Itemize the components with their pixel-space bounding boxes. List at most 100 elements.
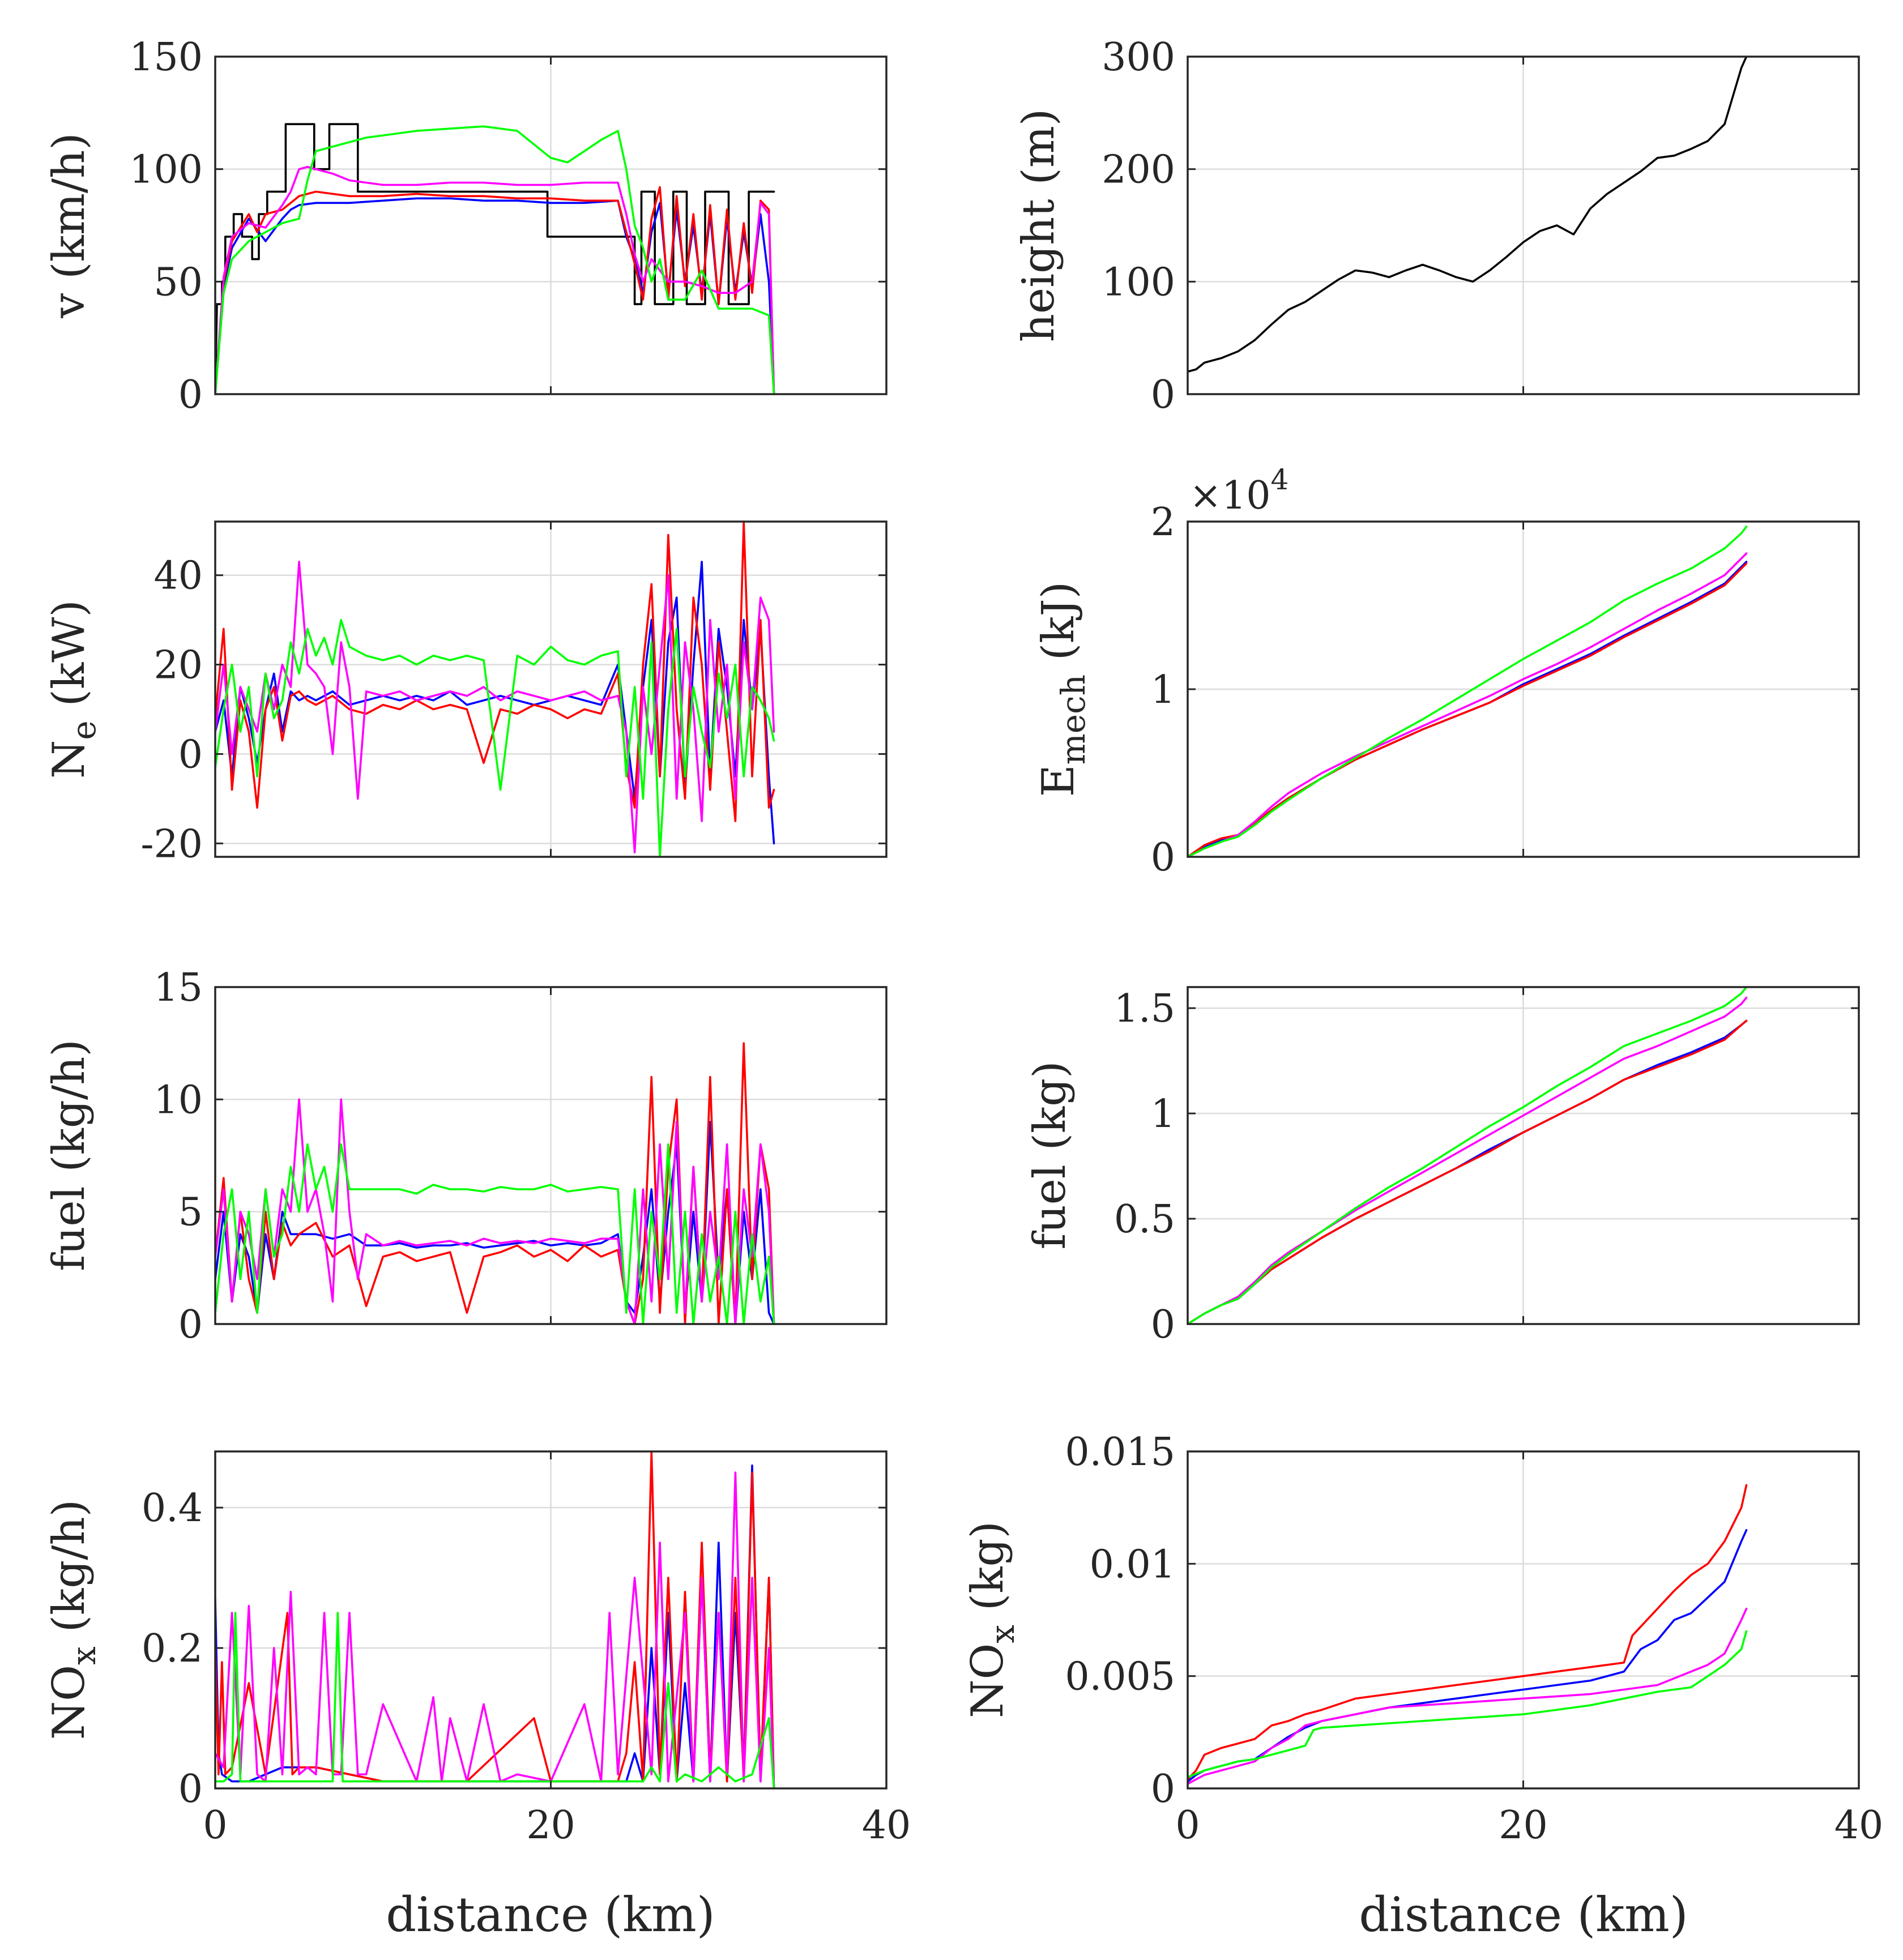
panel-fuelrate: fuel (kg/h) 0 5 10 15: [44, 966, 888, 1347]
panel-height: height (m) 0 100 200 300: [1013, 35, 1860, 417]
series-magenta-line: [1188, 996, 1748, 1325]
series-height-line: [1188, 55, 1748, 373]
series-blue-line: [215, 1121, 775, 1325]
ytick-label: 1: [1151, 1092, 1175, 1137]
ytick-label: 0: [1151, 835, 1175, 880]
ytick-label: 2: [1151, 500, 1175, 545]
panel-emech: Emech (kJ) ×104 0 1 2: [1033, 463, 1860, 880]
ylabel-emech: Emech (kJ): [1033, 582, 1093, 797]
emech-exponent: ×104: [1189, 463, 1288, 518]
ytick-label: 0: [178, 732, 203, 777]
ytick-label: 0.01: [1090, 1542, 1175, 1587]
series-green-line: [1188, 526, 1748, 858]
ylabel-emech-rest: (kJ): [1033, 582, 1084, 674]
series-group: [1188, 526, 1748, 858]
ytick-label: 0.5: [1114, 1197, 1175, 1242]
panel-speed: v (km/h) 0 50 100 150: [44, 35, 888, 417]
emech-exponent-sup: 4: [1271, 463, 1289, 496]
ytick-label: 0.015: [1065, 1430, 1175, 1475]
ytick-label: 0.2: [142, 1626, 203, 1671]
ytick-label: 300: [1102, 35, 1175, 80]
ytick-label: 20: [153, 643, 203, 688]
ylabel-emech-main: E: [1033, 765, 1084, 797]
series-green-line: [1188, 1630, 1748, 1778]
series-group: [1188, 55, 1748, 373]
ytick-label: 0: [1151, 373, 1175, 417]
ytick-label: 0: [178, 1303, 203, 1347]
series-red-line: [215, 520, 775, 822]
ylabel-emech-sub: mech: [1054, 674, 1093, 765]
series-magenta-line: [1188, 552, 1748, 858]
ylabel-noxrate: NOx (kg/h): [44, 1500, 103, 1740]
xtick-label: 0: [203, 1803, 227, 1848]
ytick-label: 150: [129, 35, 203, 80]
series-red-line: [1188, 1484, 1748, 1780]
ytick-label: 15: [153, 966, 203, 1010]
ytick-label: 200: [1102, 148, 1175, 193]
ylabel-noxrate-main: NO: [44, 1665, 95, 1740]
series-magenta-line: [215, 165, 775, 395]
ylabel-noxrate-rest: (kg/h): [44, 1500, 95, 1646]
ylabel-power-main: N: [44, 740, 95, 779]
series-group: [215, 520, 775, 858]
ytick-label: 0: [178, 373, 203, 417]
ylabel-noxcum-rest: (kg): [962, 1521, 1013, 1625]
ytick-label: 5: [178, 1190, 203, 1235]
xlabel-right: distance (km): [1359, 1887, 1688, 1942]
ylabel-noxcum: NOx (kg): [962, 1521, 1022, 1718]
series-group: [215, 123, 775, 395]
emech-exponent-base: ×10: [1189, 473, 1271, 518]
ytick-label: 10: [153, 1078, 203, 1122]
ytick-label: 50: [153, 260, 203, 305]
ytick-label: 1: [1151, 668, 1175, 712]
panel-power: Ne (kW) -20 0 20 40: [44, 520, 888, 866]
ytick-label: 0.4: [142, 1486, 203, 1531]
series-group: [1188, 986, 1748, 1325]
xlabel-left: distance (km): [386, 1887, 715, 1942]
series-magenta-line: [1188, 1607, 1748, 1785]
series-magenta-line: [215, 1098, 775, 1325]
ytick-label: 0: [178, 1767, 203, 1812]
ytick-label: 0.005: [1065, 1655, 1175, 1699]
series-blue-line: [215, 561, 775, 845]
series-group: [215, 1042, 775, 1325]
ytick-label: 1.5: [1114, 987, 1175, 1031]
ylabel-power: Ne (kW): [44, 600, 103, 779]
series-red-line: [215, 186, 775, 395]
ylabel-noxcum-main: NO: [962, 1643, 1013, 1718]
xtick-label: 20: [1499, 1803, 1548, 1848]
ytick-label: 0: [1151, 1767, 1175, 1812]
panel-noxcum: NOx (kg) distance (km) 0 0.005 0.01 0.015 0 2…: [962, 1430, 1883, 1942]
series-group: [215, 1450, 775, 1790]
ylabel-fuelrate: fuel (kg/h): [44, 1039, 95, 1271]
ytick-label: 40: [153, 554, 203, 599]
ylabel-noxrate-sub: x: [65, 1646, 103, 1665]
series-green-line: [215, 1612, 775, 1790]
series-green-line: [215, 618, 775, 858]
series-red-line: [215, 1042, 775, 1325]
ylabel-speed: v (km/h): [44, 133, 95, 318]
ytick-label: 100: [129, 148, 203, 193]
xtick-label: 20: [526, 1803, 575, 1848]
ylabel-fuelcum: fuel (kg): [1025, 1061, 1076, 1249]
series-green-line: [215, 1143, 775, 1325]
xtick-label: 40: [1834, 1803, 1884, 1848]
series-group: [1188, 1484, 1748, 1785]
ylabel-height: height (m): [1013, 109, 1064, 342]
ytick-label: 100: [1102, 260, 1175, 305]
ylabel-noxcum-sub: x: [983, 1625, 1022, 1643]
ytick-label: -20: [140, 822, 203, 866]
xtick-label: 0: [1175, 1803, 1200, 1848]
xtick-label: 40: [862, 1803, 911, 1848]
ylabel-power-sub: e: [65, 720, 103, 740]
ytick-label: 0: [1151, 1303, 1175, 1347]
series-green-line: [215, 125, 775, 395]
series-green-line: [1188, 986, 1748, 1325]
panel-fuelcum: fuel (kg) 0 0.5 1 1.5: [1025, 986, 1860, 1347]
series-reference-line: [215, 123, 775, 395]
series-magenta-line: [215, 561, 775, 853]
ylabel-power-rest: (kW): [44, 600, 95, 720]
panel-noxrate: NOx (kg/h) distance (km) 0 0.2 0.4 0 20 40: [44, 1450, 911, 1942]
